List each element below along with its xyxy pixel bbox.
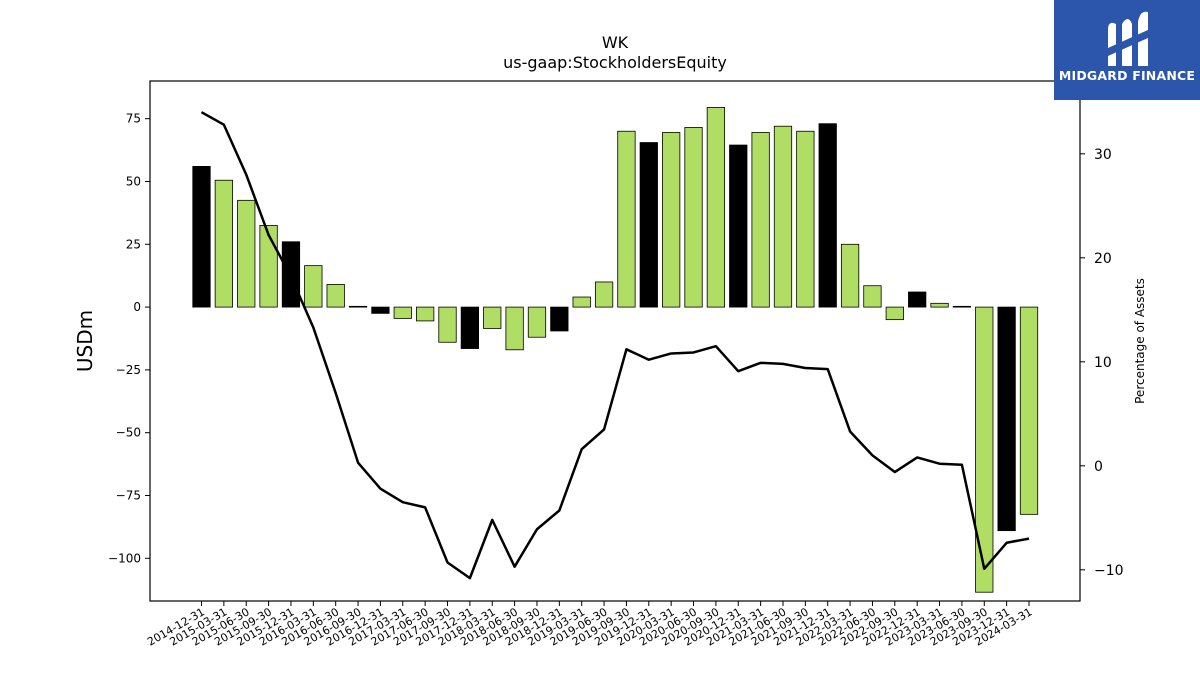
- y-tick-label: −100: [108, 551, 141, 565]
- bar: [326, 284, 345, 308]
- y2-tick-label: 30: [1094, 147, 1112, 163]
- y2-tick-label: −10: [1094, 563, 1124, 579]
- midgard-m-icon: [1108, 11, 1148, 66]
- y-tick-label: 25: [126, 237, 141, 251]
- bar: [1019, 306, 1039, 515]
- plot-frame: [149, 80, 1081, 602]
- y-tick-label: −25: [116, 363, 141, 377]
- y-tick-label: −75: [116, 488, 141, 502]
- percentage-line: [200, 111, 1030, 580]
- bars-group: [192, 106, 1039, 593]
- y2-axis-label: Percentage of Assets: [1133, 278, 1147, 404]
- bar: [885, 306, 904, 321]
- bar: [594, 281, 614, 308]
- bar: [908, 291, 927, 308]
- bar: [393, 306, 412, 319]
- bar: [662, 132, 681, 308]
- bar: [975, 306, 994, 593]
- bar: [214, 179, 233, 308]
- bar: [751, 132, 770, 308]
- chart-title: WK: [602, 33, 629, 52]
- bar: [416, 306, 435, 322]
- bar: [773, 125, 793, 308]
- bar: [952, 305, 972, 308]
- bar: [460, 306, 480, 349]
- chart-subtitle: us-gaap:StockholdersEquity: [503, 53, 727, 72]
- bar: [371, 306, 390, 314]
- y-axis-label: USDm: [73, 310, 97, 372]
- bar: [348, 305, 368, 308]
- y2-tick-label: 20: [1094, 251, 1112, 267]
- bar: [639, 142, 658, 308]
- bar: [304, 265, 323, 308]
- y2-tick-label: 10: [1094, 355, 1112, 371]
- y-tick-label: 50: [126, 174, 141, 188]
- bar: [796, 130, 815, 308]
- bar: [483, 306, 502, 329]
- bar: [237, 199, 256, 308]
- brand-name: MIDGARD FINANCE: [1058, 68, 1196, 83]
- bar: [550, 306, 569, 332]
- line-group: [200, 111, 1030, 580]
- bar: [840, 243, 860, 308]
- bar: [527, 306, 547, 338]
- bar: [706, 106, 726, 308]
- y2-tick-label: 0: [1094, 459, 1103, 475]
- axes-group: 7550250−25−50−75−1003020100−102014-12-31…: [108, 112, 1124, 649]
- bar: [505, 306, 524, 351]
- bar: [997, 306, 1016, 532]
- bar: [930, 302, 949, 308]
- y-tick-label: −50: [116, 426, 141, 440]
- bar: [684, 127, 703, 308]
- bar: [729, 144, 748, 308]
- bar: [572, 296, 591, 308]
- bar: [259, 225, 278, 308]
- bar: [438, 306, 457, 343]
- bar: [192, 166, 211, 308]
- bar: [818, 123, 837, 308]
- brand-logo: MIDGARD FINANCE: [1054, 0, 1200, 100]
- y-tick-label: 75: [126, 112, 141, 126]
- bar: [863, 285, 882, 308]
- bar: [617, 130, 636, 308]
- y-tick-label: 0: [133, 300, 141, 314]
